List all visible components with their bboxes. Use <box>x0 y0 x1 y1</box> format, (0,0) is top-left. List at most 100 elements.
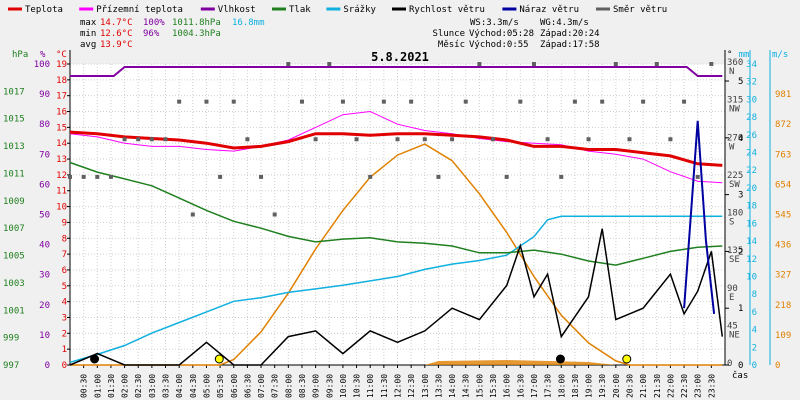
stat-avg-temp: 13.9°C <box>100 40 133 50</box>
wind-direction-point <box>682 99 687 104</box>
time-tick-label: 09:00 <box>312 374 321 398</box>
wm2-tick-label: 0 <box>775 361 780 371</box>
moonrise-text: Východ:0:55 <box>469 40 529 50</box>
legend-label: Teplota <box>25 5 63 15</box>
time-tick-label: 19:00 <box>585 374 594 398</box>
time-tick-label: 21:30 <box>653 374 662 398</box>
direction-label: NW <box>729 105 740 115</box>
stat-max-press: 1011.8hPa <box>172 18 221 28</box>
sunrise-marker <box>214 354 224 364</box>
temp-tick-label: 6 <box>62 266 67 276</box>
wind-gust-line <box>683 120 716 315</box>
pct-tick-label: 50 <box>39 211 50 221</box>
moonset-marker <box>555 354 565 364</box>
sunset-text: Západ:20:24 <box>540 29 600 39</box>
wind-direction-point <box>381 99 386 104</box>
wind-direction-point <box>68 174 72 179</box>
hpa-unit: hPa <box>12 50 28 60</box>
mm-tick-label: 6 <box>752 308 757 318</box>
wind-direction-point <box>108 174 113 179</box>
ground-temperature-line <box>69 110 723 184</box>
wind-direction-point <box>450 137 455 142</box>
time-tick-label: 23:30 <box>707 374 716 398</box>
legend-item: Směr větru <box>596 5 667 15</box>
wind-direction-point <box>572 99 577 104</box>
mm-tick-label: 34 <box>746 60 757 70</box>
wind-direction-point <box>395 137 400 142</box>
time-tick-label: 20:30 <box>625 374 634 398</box>
direction-label: W <box>729 142 735 152</box>
time-tick-label: 17:30 <box>544 374 553 398</box>
wm2-tick-label: 872 <box>775 120 791 130</box>
time-tick-label: 01:30 <box>107 374 116 398</box>
wm2-tick-label: 327 <box>775 271 791 281</box>
wind-direction-point <box>149 137 154 142</box>
time-tick-label: 13:00 <box>421 374 430 398</box>
mm-tick-label: 22 <box>746 166 757 176</box>
wind-direction-point <box>422 137 427 142</box>
wm2-tick-label: 545 <box>775 211 791 221</box>
wind-direction-point <box>695 174 700 179</box>
wind-direction-point <box>586 137 591 142</box>
legend: Teplota Přízemní teplota Vlhkost Tlak Srážky… <box>8 5 667 15</box>
pct-tick-label: 30 <box>39 271 50 281</box>
wind-speed-line <box>69 228 724 366</box>
time-tick-label: 05:00 <box>202 374 211 398</box>
legend-label: Přízemní teplota <box>96 5 183 15</box>
mm-tick-label: 16 <box>746 219 757 229</box>
wind-direction-point <box>477 62 482 66</box>
wind-direction-point <box>190 212 195 217</box>
mm-tick-label: 10 <box>746 272 757 282</box>
time-tick-label: 23:00 <box>694 374 703 398</box>
direction-label: SE <box>729 255 740 265</box>
axes: hPa1017101510131011100910071005100310019… <box>3 50 791 398</box>
wind-direction-point <box>177 99 182 104</box>
time-tick-label: 02:00 <box>121 374 130 398</box>
time-tick-label: 03:00 <box>148 374 157 398</box>
stat-avg-label: avg <box>80 40 96 50</box>
time-tick-label: 07:00 <box>257 374 266 398</box>
stat-max-hum: 100% <box>143 18 165 28</box>
pct-tick-label: 70 <box>39 150 50 160</box>
time-tick-label: 18:00 <box>557 374 566 398</box>
time-tick-label: 14:00 <box>448 374 457 398</box>
temp-tick-label: 2 <box>62 329 67 339</box>
wind-direction-point <box>136 137 141 142</box>
time-tick-label: 11:00 <box>366 374 375 398</box>
time-tick-label: 07:30 <box>271 374 280 398</box>
deg-unit: ° <box>727 50 732 60</box>
time-tick-label: 18:30 <box>571 374 580 398</box>
temperature-line <box>69 130 723 167</box>
hpa-tick-label: 1009 <box>3 197 25 207</box>
deg-tick-label: 180 <box>727 209 743 219</box>
moon-label: Měsíc <box>438 40 465 50</box>
wm2-tick-label: 763 <box>775 150 791 160</box>
temp-tick-label: 0 <box>62 361 67 371</box>
time-tick-label: 12:00 <box>394 374 403 398</box>
stat-min-hum: 96% <box>143 29 160 39</box>
wind-direction-point <box>218 174 223 179</box>
mm-tick-label: 30 <box>746 95 757 105</box>
time-tick-label: 20:00 <box>612 374 621 398</box>
mm-tick-label: 28 <box>746 113 757 123</box>
temp-tick-label: 11 <box>56 187 67 197</box>
sunrise-text: Východ:05:28 <box>469 29 534 39</box>
ms-tick-label: 1 <box>738 304 743 314</box>
mm-tick-label: 12 <box>746 255 757 265</box>
pct-unit: % <box>40 50 46 60</box>
time-tick-label: 06:00 <box>230 374 239 398</box>
stat-min-press: 1004.3hPa <box>172 29 221 39</box>
time-tick-label: 16:30 <box>516 374 525 398</box>
wind-direction-point <box>204 99 209 104</box>
wm2-tick-label: 436 <box>775 241 791 251</box>
wm2-tick-label: 654 <box>775 180 791 190</box>
time-tick-label: 22:00 <box>666 374 675 398</box>
temp-tick-label: 16 <box>56 108 67 118</box>
wind-direction-point <box>313 137 318 142</box>
direction-label: SW <box>729 180 740 190</box>
time-tick-label: 19:30 <box>598 374 607 398</box>
ms-unit: m/s <box>772 50 788 60</box>
temp-unit: °C <box>56 50 67 60</box>
pct-tick-label: 80 <box>39 120 50 130</box>
